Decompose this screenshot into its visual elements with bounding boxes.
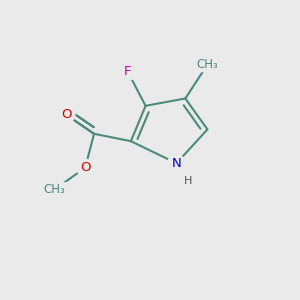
- Ellipse shape: [168, 155, 185, 172]
- Text: CH₃: CH₃: [44, 183, 65, 196]
- Text: O: O: [61, 108, 71, 121]
- Ellipse shape: [168, 155, 185, 172]
- FancyBboxPatch shape: [194, 57, 220, 72]
- Ellipse shape: [119, 64, 137, 80]
- Ellipse shape: [57, 106, 75, 123]
- FancyBboxPatch shape: [41, 182, 68, 197]
- Ellipse shape: [76, 159, 94, 176]
- Text: F: F: [124, 65, 132, 79]
- Text: H: H: [184, 176, 193, 186]
- Text: O: O: [80, 161, 91, 174]
- Text: N: N: [172, 157, 182, 170]
- Text: CH₃: CH₃: [196, 58, 218, 71]
